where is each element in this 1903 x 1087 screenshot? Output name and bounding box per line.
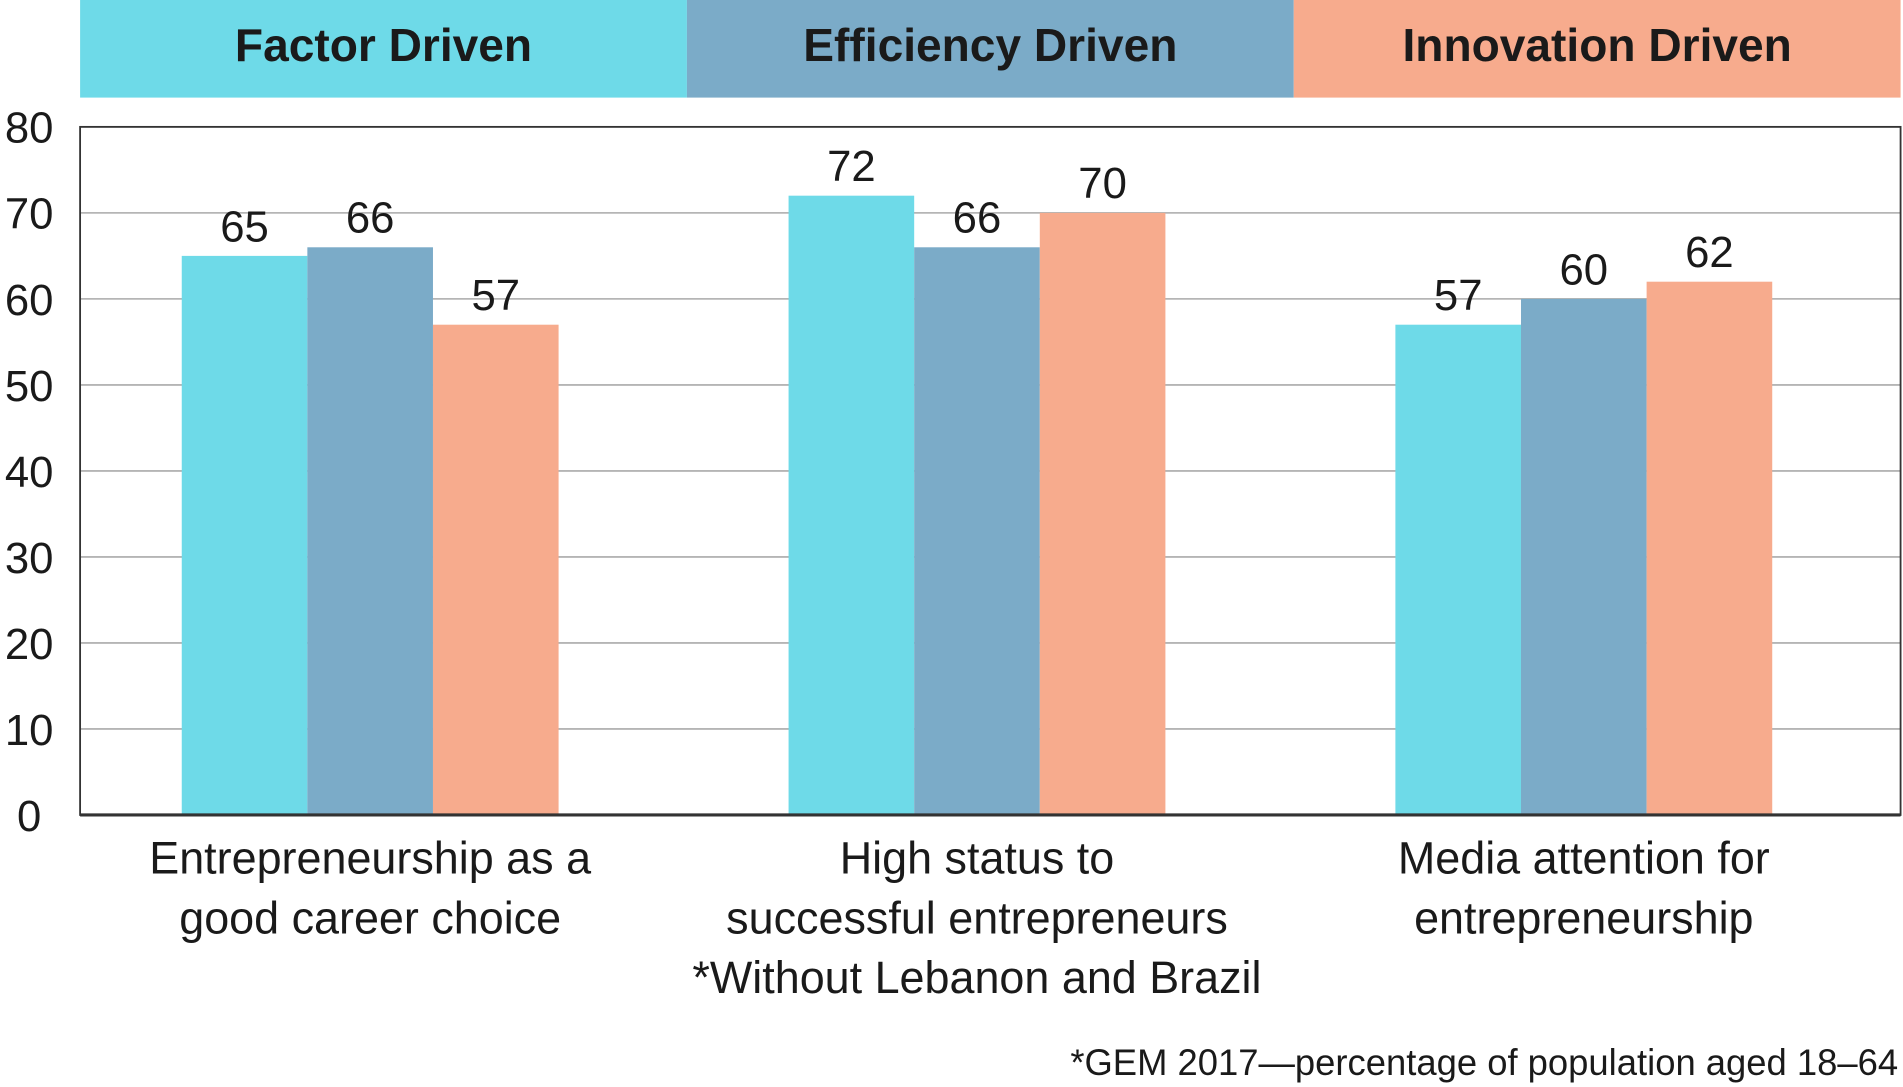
category-label: High status to bbox=[840, 832, 1115, 883]
legend-label: Innovation Driven bbox=[1402, 19, 1791, 71]
bar bbox=[1646, 281, 1773, 815]
bar bbox=[307, 247, 433, 815]
y-tick-label: 20 bbox=[5, 620, 54, 669]
bar bbox=[914, 247, 1040, 815]
data-label: 57 bbox=[1434, 271, 1483, 320]
bar bbox=[1039, 212, 1166, 815]
legend-band-3 bbox=[1293, 0, 1901, 98]
bar bbox=[181, 255, 308, 815]
data-label: 70 bbox=[1078, 159, 1127, 208]
category-label: Media attention for bbox=[1398, 832, 1770, 883]
legend-label: Efficiency Driven bbox=[803, 19, 1177, 71]
legend-band-2 bbox=[686, 0, 1294, 98]
category-label: good career choice bbox=[179, 892, 561, 943]
bar bbox=[788, 195, 915, 815]
y-tick-label: 50 bbox=[5, 362, 54, 411]
data-label: 65 bbox=[220, 202, 269, 251]
bar bbox=[432, 324, 559, 815]
data-label: 72 bbox=[827, 142, 876, 191]
legend-label: Factor Driven bbox=[235, 19, 532, 71]
y-tick-label: 80 bbox=[5, 104, 54, 153]
legend-header: Factor Driven Efficiency Driven Innovation… bbox=[80, 0, 1901, 98]
bar bbox=[1395, 324, 1522, 815]
y-tick-label: 60 bbox=[5, 276, 54, 325]
data-label: 57 bbox=[471, 271, 520, 320]
y-tick-label: 0 bbox=[17, 792, 41, 841]
bars: 65 66 57 72 66 70 57 60 62 bbox=[181, 142, 1773, 815]
y-tick-label: 30 bbox=[5, 534, 54, 583]
category-labels: Entrepreneurship as a good career choice H… bbox=[149, 832, 1769, 1003]
y-tick-label: 40 bbox=[5, 448, 54, 497]
data-label: 62 bbox=[1685, 228, 1734, 277]
bar bbox=[1521, 298, 1647, 815]
category-label: successful entrepreneurs bbox=[726, 892, 1228, 943]
category-label: Entrepreneurship as a bbox=[149, 832, 592, 883]
y-axis-ticks: 0 10 20 30 40 50 60 70 80 bbox=[5, 104, 54, 841]
data-label: 66 bbox=[346, 194, 395, 243]
data-label: 66 bbox=[953, 194, 1002, 243]
legend-band-1 bbox=[80, 0, 687, 98]
y-tick-label: 10 bbox=[5, 706, 54, 755]
category-label: *Without Lebanon and Brazil bbox=[692, 952, 1261, 1003]
footnote: *GEM 2017—percentage of population aged … bbox=[1070, 1042, 1898, 1083]
y-tick-label: 70 bbox=[5, 190, 54, 239]
category-label: entrepreneurship bbox=[1414, 892, 1753, 943]
data-label: 60 bbox=[1560, 245, 1609, 294]
